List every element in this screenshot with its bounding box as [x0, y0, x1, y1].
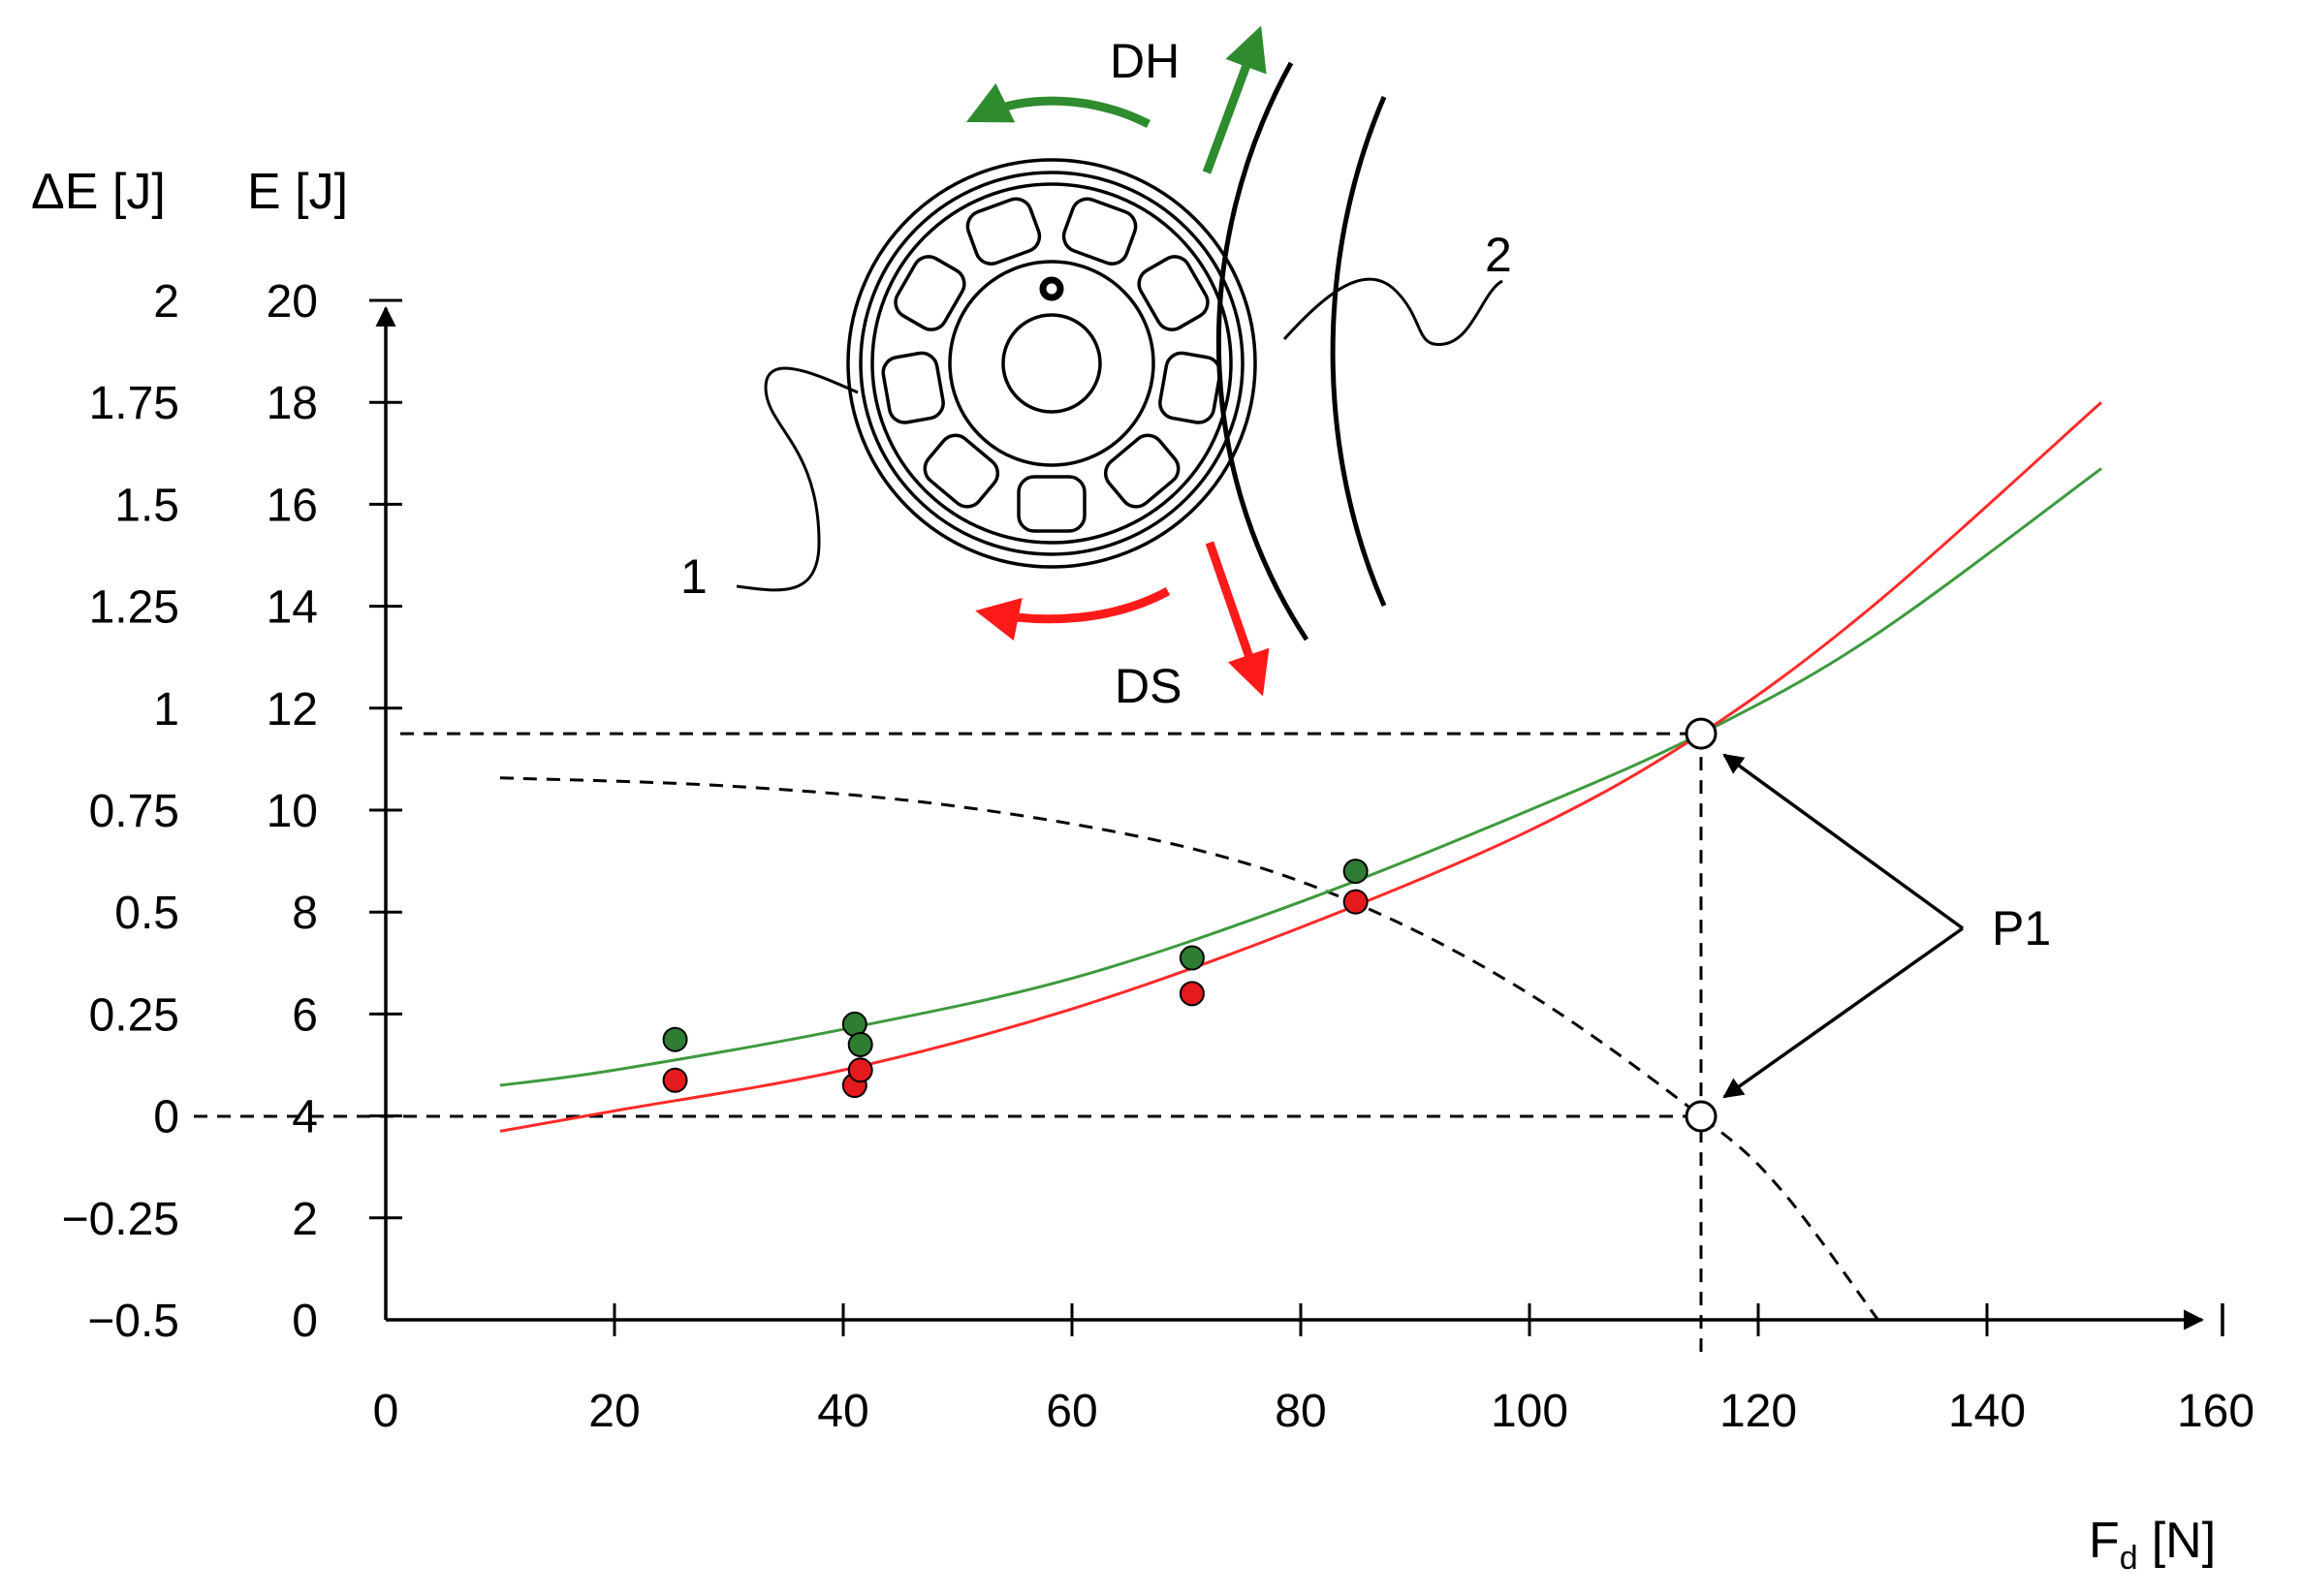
- left-y-axis-title: ΔE [J]: [31, 164, 166, 220]
- left-y-tick-label: 1.25: [89, 582, 179, 634]
- dh-straight-arrow: [1202, 25, 1267, 174]
- right-y-tick-label: 0: [292, 1296, 318, 1347]
- right-y-tick-label: 10: [267, 786, 318, 837]
- spoke-hole: [1103, 433, 1181, 509]
- x-tick-label: 80: [1275, 1386, 1326, 1437]
- left-y-tick-label: −0.25: [62, 1194, 179, 1245]
- dh-curved-arrow: [965, 82, 1151, 129]
- x-axis-title-symbol: F: [2089, 1513, 2120, 1569]
- reference-lines: [194, 732, 1703, 1359]
- intersection-marker-zero: [1685, 1100, 1718, 1133]
- left-y-tick-label: 0.75: [89, 786, 179, 837]
- x-tick-label: 20: [588, 1386, 640, 1437]
- data-point-series-2: [1342, 889, 1369, 915]
- y-axis-ticks: [369, 298, 402, 1220]
- left-y-tick-label: 1.75: [89, 378, 179, 429]
- fit-curve-series-2: [499, 401, 2102, 1133]
- x-axis-title-subscript: d: [2120, 1540, 2138, 1577]
- data-point-series-1: [662, 1026, 688, 1052]
- left-y-tick-label: 1.5: [114, 480, 179, 531]
- x-tick-label: 100: [1491, 1386, 1568, 1437]
- spoke-hole: [1158, 351, 1222, 424]
- spoke-hole: [923, 433, 1000, 509]
- spoke-hole: [965, 197, 1042, 266]
- wheel-1-icon: [846, 158, 1257, 569]
- data-point-series-1: [1179, 945, 1205, 971]
- right-y-tick-label: 6: [292, 989, 318, 1041]
- spoke-hole: [1061, 197, 1138, 266]
- leader-lines: [736, 277, 1503, 592]
- wheel-number-label: 1: [680, 549, 708, 604]
- spoke-hole: [881, 351, 945, 424]
- axes: [375, 305, 2224, 1336]
- data-point-series-1: [1342, 859, 1369, 885]
- p1-arrow-top: [1722, 753, 1965, 930]
- fit-curve-series-1: [499, 467, 2102, 1087]
- left-y-tick-label: 0: [153, 1092, 179, 1143]
- rim-2-icon: [1216, 61, 1387, 642]
- right-y-tick-label: 14: [267, 582, 318, 634]
- rotation-arrows: [965, 25, 1270, 697]
- ds-straight-arrow: [1205, 541, 1270, 697]
- x-axis-title: Fd [N]: [2089, 1513, 2216, 1577]
- intersection-markers: [1685, 717, 1718, 1133]
- x-axis-ticks: [613, 1303, 1989, 1336]
- left-y-tick-label: 2: [153, 276, 179, 328]
- left-y-tick-label: 1: [153, 684, 179, 735]
- intersection-marker-top: [1685, 717, 1718, 750]
- right-y-tick-label: 12: [267, 684, 318, 735]
- left-y-tick-label: −0.5: [87, 1296, 179, 1347]
- data-points: [662, 859, 1369, 1099]
- spoke-hole: [1017, 475, 1087, 533]
- left-y-axis-tick-labels: −0.5 −0.25 0 0.25 0.5 0.75 1 1.25 1.5 1.75 2: [62, 276, 179, 1347]
- left-y-tick-label: 0.5: [114, 888, 179, 939]
- data-point-series-2: [847, 1057, 873, 1083]
- data-point-series-1: [847, 1031, 873, 1057]
- ds-curved-arrow: [975, 587, 1171, 642]
- dh-label: DH: [1110, 34, 1180, 88]
- right-y-tick-label: 8: [292, 888, 318, 939]
- rim-number-label: 2: [1485, 228, 1512, 282]
- x-tick-label: 120: [1719, 1386, 1797, 1437]
- ds-label: DS: [1115, 659, 1182, 713]
- p1-label: P1: [1992, 901, 2051, 955]
- delta-energy-curve: [499, 776, 1880, 1322]
- x-axis-tick-labels: 0 20 40 60 80 100 120 140 160: [373, 1386, 2254, 1437]
- data-point-series-2: [1179, 981, 1205, 1007]
- x-tick-label: 0: [373, 1386, 399, 1437]
- p1-arrow-bottom: [1722, 926, 1965, 1099]
- x-tick-label: 160: [2177, 1386, 2254, 1437]
- right-y-tick-label: 18: [267, 378, 318, 429]
- fit-curves: [499, 401, 2102, 1133]
- p1-callout: [1722, 753, 1965, 1099]
- right-y-axis-title: E [J]: [247, 164, 348, 220]
- right-y-tick-label: 2: [292, 1194, 318, 1245]
- right-y-tick-label: 16: [267, 480, 318, 531]
- x-tick-label: 140: [1948, 1386, 2026, 1437]
- right-y-tick-label: 20: [267, 276, 318, 328]
- left-y-tick-label: 0.25: [89, 989, 179, 1041]
- data-point-series-2: [662, 1067, 688, 1093]
- x-tick-label: 60: [1046, 1386, 1097, 1437]
- x-axis-title-unit: [N]: [2152, 1513, 2216, 1569]
- x-tick-label: 40: [817, 1386, 868, 1437]
- spoke-hole: [1137, 255, 1210, 331]
- spoke-hole: [894, 255, 966, 331]
- wheel-illustration: [736, 61, 1503, 642]
